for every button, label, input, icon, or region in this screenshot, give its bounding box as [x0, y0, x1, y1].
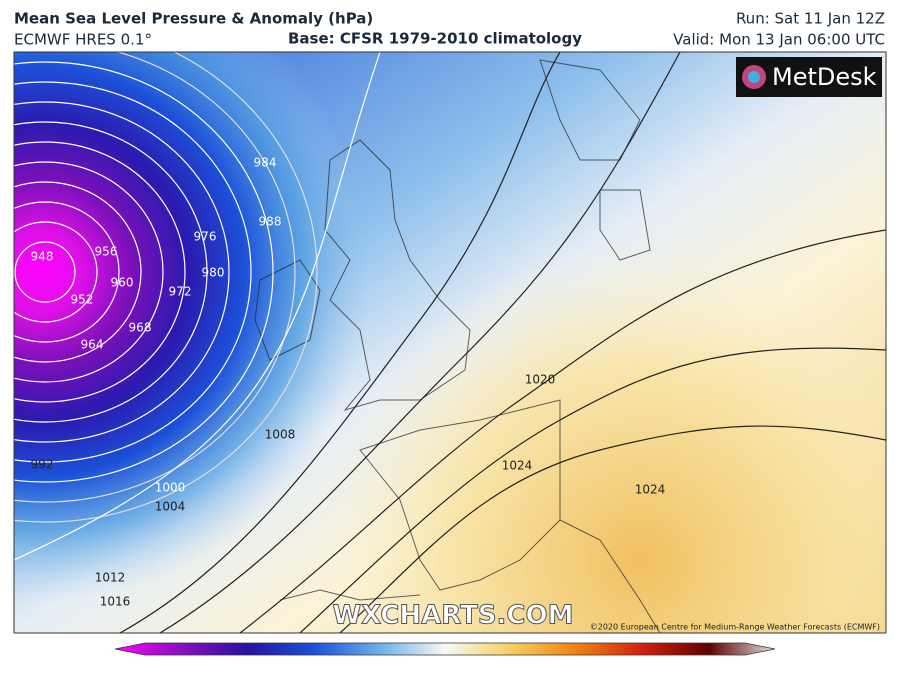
isobar-label: 1024 — [635, 483, 666, 497]
isobar-line — [239, 229, 886, 633]
copyright: ©2020 European Centre for Medium-Range W… — [590, 623, 880, 632]
isobar-label: 992 — [31, 458, 54, 472]
isobar-line — [14, 121, 208, 423]
isobar-label: 1012 — [95, 571, 126, 585]
isobar-label: 964 — [81, 338, 104, 352]
watermark: WXCHARTS.COM — [332, 601, 573, 631]
isobar-line — [14, 52, 296, 503]
isobar-line — [14, 161, 164, 383]
title: Mean Sea Level Pressure & Anomaly (hPa) — [14, 10, 373, 28]
isobars — [14, 52, 886, 633]
isobar-line — [14, 61, 274, 483]
isobar-label: 988 — [259, 215, 282, 229]
anomaly-low — [14, 52, 886, 633]
colorbar-scale — [114, 642, 776, 656]
isobar-label: 980 — [202, 266, 225, 280]
base: Base: CFSR 1979-2010 climatology — [288, 30, 582, 48]
run: Run: Sat 11 Jan 12Z — [736, 10, 885, 28]
isobar-line — [14, 141, 186, 403]
isobar-label: 984 — [254, 156, 277, 170]
isobar-label: 976 — [194, 230, 217, 244]
isobar-line — [339, 425, 886, 633]
isobar-line — [159, 52, 681, 633]
isobar-line — [14, 221, 98, 323]
isobar-label: 1016 — [100, 595, 131, 609]
isobar-label: 968 — [129, 321, 152, 335]
isobar-label: 1000 — [155, 481, 186, 495]
isobar-label: 1008 — [265, 428, 296, 442]
isobar-line — [14, 181, 142, 363]
isobar-labels: 948 952 956 960 964 968 972 976 980 984 988 992 1000… — [31, 156, 666, 609]
isobar-line — [14, 101, 230, 443]
isobar-label: 956 — [95, 245, 118, 259]
map: 948 952 956 960 964 968 972 976 980 984 988 992 1000… — [14, 52, 886, 633]
model: ECMWF HRES 0.1° — [14, 31, 152, 49]
isobar-label: 952 — [71, 293, 94, 307]
isobar-label: 1020 — [525, 373, 556, 387]
isobar-label: 960 — [111, 276, 134, 290]
isobar-line — [14, 52, 318, 523]
valid: Valid: Mon 13 Jan 06:00 UTC — [673, 31, 885, 49]
logo-icon-center — [748, 71, 760, 83]
isobar-label: 972 — [169, 285, 192, 299]
isobar-label: 1004 — [155, 500, 186, 514]
isobar-label: 1024 — [502, 459, 533, 473]
isobar-label: 948 — [31, 250, 54, 264]
isobar-line — [14, 81, 252, 463]
colorbar — [114, 642, 776, 656]
isobar-line — [119, 52, 561, 633]
isobar-line — [299, 347, 886, 633]
map-border — [13, 51, 887, 634]
logo: MetDesk — [772, 63, 877, 91]
isobar-line — [14, 52, 381, 561]
isobar-line — [14, 201, 120, 343]
isobar-line — [14, 241, 76, 303]
